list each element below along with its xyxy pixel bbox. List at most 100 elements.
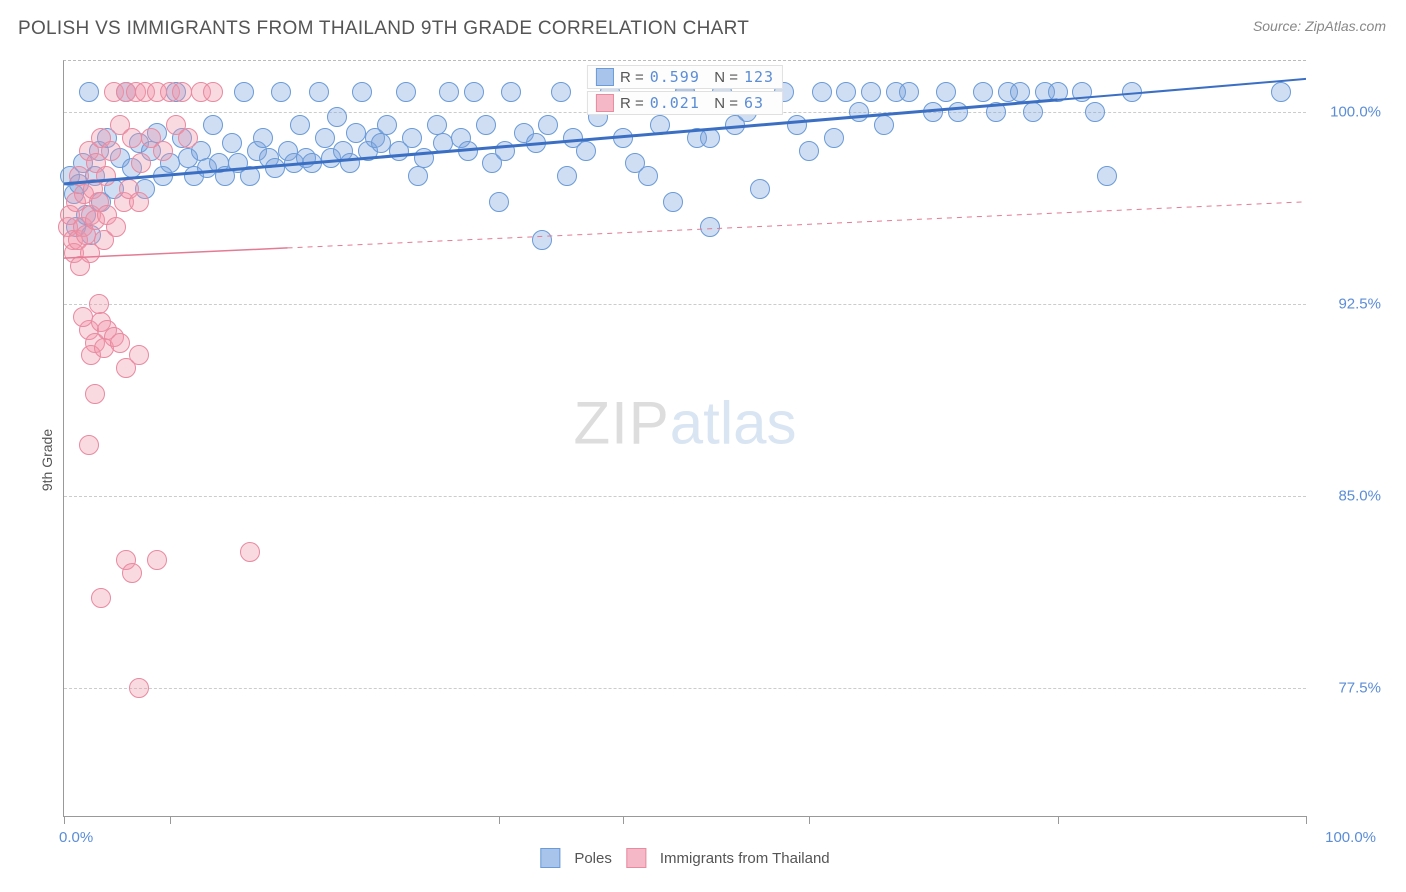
data-point xyxy=(923,102,943,122)
data-point xyxy=(861,82,881,102)
data-point xyxy=(234,82,254,102)
data-point xyxy=(153,141,173,161)
x-tick xyxy=(1058,816,1059,824)
data-point xyxy=(346,123,366,143)
correlation-legend-row: R = 0.021 N = 63 xyxy=(587,91,783,115)
data-point xyxy=(476,115,496,135)
legend-n-value: 63 xyxy=(744,94,764,112)
data-point xyxy=(101,141,121,161)
data-point xyxy=(327,107,347,127)
legend-series-label: Poles xyxy=(574,850,612,867)
data-point xyxy=(532,230,552,250)
data-point xyxy=(538,115,558,135)
data-point xyxy=(526,133,546,153)
data-point xyxy=(79,435,99,455)
data-point xyxy=(874,115,894,135)
data-point xyxy=(402,128,422,148)
data-point xyxy=(110,333,130,353)
data-point xyxy=(936,82,956,102)
legend-swatch xyxy=(540,848,560,868)
source-label: Source: ZipAtlas.com xyxy=(1253,18,1386,34)
data-point xyxy=(371,133,391,153)
data-point xyxy=(172,82,192,102)
data-point xyxy=(899,82,919,102)
legend-series-label: Immigrants from Thailand xyxy=(660,850,830,867)
legend-swatch xyxy=(596,94,614,112)
data-point xyxy=(302,153,322,173)
legend-n-value: 123 xyxy=(744,68,774,86)
data-point xyxy=(85,384,105,404)
data-point xyxy=(122,563,142,583)
legend-n-label: N = xyxy=(706,69,738,86)
plot-area: ZIPatlas R = 0.599 N = 123 R = 0.021 N = … xyxy=(63,60,1306,817)
data-point xyxy=(253,128,273,148)
data-point xyxy=(271,82,291,102)
data-point xyxy=(1048,82,1068,102)
data-point xyxy=(91,588,111,608)
data-point xyxy=(663,192,683,212)
chart-container: 9th Grade ZIPatlas R = 0.599 N = 123R = … xyxy=(18,52,1386,867)
trend-line-dashed xyxy=(288,202,1306,248)
data-point xyxy=(106,217,126,237)
data-point xyxy=(986,102,1006,122)
watermark: ZIPatlas xyxy=(573,389,796,458)
data-point xyxy=(203,115,223,135)
x-tick xyxy=(809,816,810,824)
gridline xyxy=(64,496,1306,497)
data-point xyxy=(178,128,198,148)
x-tick xyxy=(1306,816,1307,824)
y-tick-label: 92.5% xyxy=(1311,296,1381,313)
legend-swatch xyxy=(596,68,614,86)
data-point xyxy=(129,345,149,365)
data-point xyxy=(613,128,633,148)
data-point xyxy=(812,82,832,102)
legend-r-value: 0.021 xyxy=(650,94,700,112)
data-point xyxy=(501,82,521,102)
gridline xyxy=(64,304,1306,305)
data-point xyxy=(1122,82,1142,102)
legend-r-value: 0.599 xyxy=(650,68,700,86)
data-point xyxy=(315,128,335,148)
data-point xyxy=(464,82,484,102)
data-point xyxy=(948,102,968,122)
legend-r-label: R = xyxy=(620,69,644,86)
data-point xyxy=(1097,166,1117,186)
data-point xyxy=(240,166,260,186)
data-point xyxy=(89,294,109,314)
data-point xyxy=(1271,82,1291,102)
correlation-legend: R = 0.599 N = 123 R = 0.021 N = 63 xyxy=(577,61,793,121)
data-point xyxy=(458,141,478,161)
series-legend: Poles Immigrants from Thailand xyxy=(540,848,829,868)
data-point xyxy=(557,166,577,186)
data-point xyxy=(799,141,819,161)
data-point xyxy=(129,192,149,212)
data-point xyxy=(414,148,434,168)
data-point xyxy=(265,158,285,178)
legend-n-label: N = xyxy=(706,95,738,112)
data-point xyxy=(849,102,869,122)
data-point xyxy=(309,82,329,102)
x-axis-min-label: 0.0% xyxy=(59,829,93,846)
data-point xyxy=(1072,82,1092,102)
x-tick xyxy=(64,816,65,824)
y-axis-label: 9th Grade xyxy=(39,428,55,490)
data-point xyxy=(290,115,310,135)
data-point xyxy=(700,128,720,148)
data-point xyxy=(96,166,116,186)
x-axis-max-label: 100.0% xyxy=(1325,829,1376,846)
y-tick-label: 77.5% xyxy=(1311,680,1381,697)
chart-title: POLISH VS IMMIGRANTS FROM THAILAND 9TH G… xyxy=(18,18,749,40)
data-point xyxy=(1023,102,1043,122)
data-point xyxy=(131,153,151,173)
data-point xyxy=(700,217,720,237)
data-point xyxy=(638,166,658,186)
data-point xyxy=(495,141,515,161)
data-point xyxy=(352,82,372,102)
x-tick xyxy=(623,816,624,824)
legend-r-label: R = xyxy=(620,95,644,112)
x-tick xyxy=(499,816,500,824)
legend-swatch xyxy=(626,848,646,868)
data-point xyxy=(824,128,844,148)
y-tick-label: 100.0% xyxy=(1311,104,1381,121)
data-point xyxy=(147,550,167,570)
